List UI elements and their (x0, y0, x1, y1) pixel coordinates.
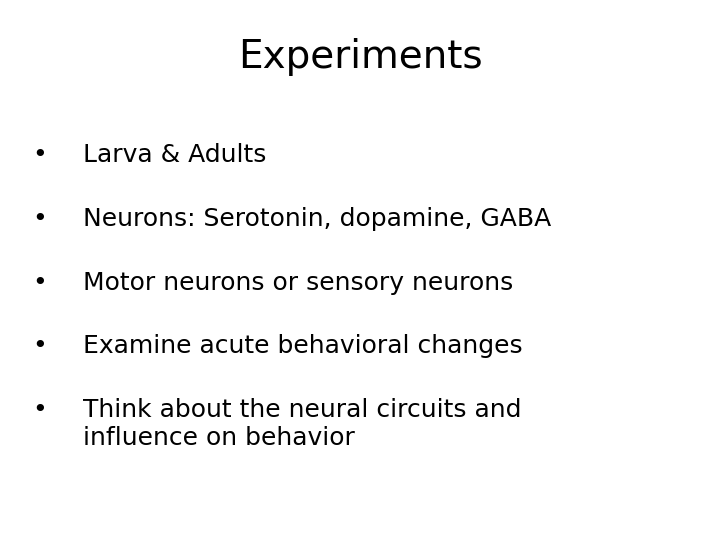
Text: •: • (32, 143, 47, 167)
Text: Experiments: Experiments (238, 38, 482, 76)
Text: •: • (32, 207, 47, 231)
Text: •: • (32, 271, 47, 294)
Text: Motor neurons or sensory neurons: Motor neurons or sensory neurons (83, 271, 513, 294)
Text: Neurons: Serotonin, dopamine, GABA: Neurons: Serotonin, dopamine, GABA (83, 207, 551, 231)
Text: •: • (32, 334, 47, 358)
Text: •: • (32, 398, 47, 422)
Text: Larva & Adults: Larva & Adults (83, 143, 266, 167)
Text: Think about the neural circuits and
influence on behavior: Think about the neural circuits and infl… (83, 398, 521, 450)
Text: Examine acute behavioral changes: Examine acute behavioral changes (83, 334, 523, 358)
